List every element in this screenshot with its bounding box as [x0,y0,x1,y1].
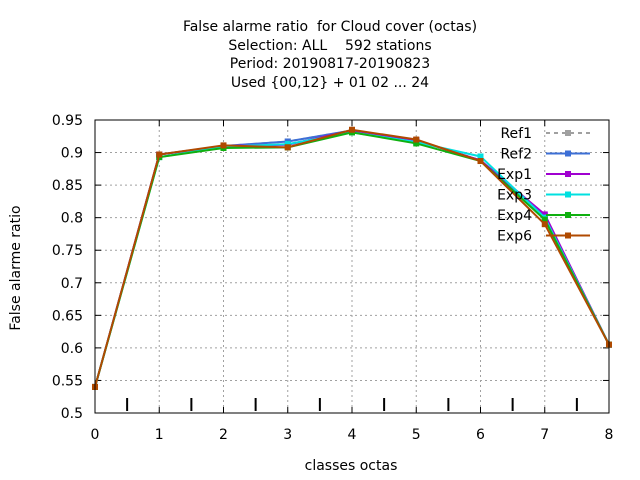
exp6-point [284,144,291,151]
y-tick-label: 0.55 [52,373,83,389]
exp4-point [413,140,420,147]
y-tick-label: 0.65 [52,308,83,324]
axis-ticks: 0.5 0.55 0.6 0.65 0.7 0.75 0.8 0.85 0.9 0.95 0 1 2 3 4… [52,113,614,443]
exp4-point [541,216,548,223]
y-tick-label: 0.7 [61,276,83,292]
x-tick-label: 5 [412,427,421,443]
y-tick-label: 0.85 [52,178,83,194]
legend-marker-exp6 [565,232,571,239]
exp3-point [477,153,484,160]
y-tick-label: 0.8 [61,211,83,227]
legend-label-exp3: Exp3 [497,188,532,204]
y-tick-label: 0.95 [52,113,83,129]
title-line-3: Period: 20190817-20190823 [229,56,431,72]
x-tick-label: 3 [283,427,292,443]
legend-label-exp6: Exp6 [497,229,532,245]
x-axis-label: classes octas [305,458,398,474]
y-tick-label: 0.5 [61,406,83,422]
y-tick-label: 0.6 [61,341,83,357]
legend-marker-exp4 [565,212,571,218]
exp6-point [349,126,355,133]
x-tick-label: 8 [605,427,614,443]
series-lines [92,126,612,390]
legend-label-ref2: Ref2 [500,147,532,163]
chart-title: False alarme ratio for Cloud cover (octa… [0,18,640,92]
exp1-point [541,211,548,218]
bottom-markers [126,398,578,411]
grid [95,120,609,413]
y-tick-label: 0.75 [52,243,83,259]
title-line-4: Used {00,12} + 01 02 ... 24 [230,74,430,91]
exp3-point [284,141,291,148]
exp6-point [477,158,484,165]
legend: Ref1 Ref2 Exp1 Exp3 Exp4 Exp6 [497,126,590,245]
legend-marker-ref2 [565,150,571,157]
legend-label-exp4: Exp4 [497,208,532,224]
legend-marker-ref1 [565,130,571,136]
title-line-1: False alarme ratio for Cloud cover (octa… [182,19,478,35]
x-tick-label: 0 [91,427,100,443]
plot-border [94,119,610,414]
title-line-2: Selection: ALL 592 stations [228,37,432,54]
x-tick-label: 2 [219,427,228,443]
plot-frame [94,119,610,414]
x-tick-label: 6 [476,427,485,443]
exp6-point [220,142,227,149]
legend-label-ref1: Ref1 [500,126,532,142]
x-tick-label: 4 [348,427,357,443]
y-axis-label: False alarme ratio [8,205,24,330]
x-tick-label: 1 [155,427,164,443]
exp6-point [413,136,420,143]
exp6-point [156,151,163,158]
exp6-point [541,221,548,228]
legend-marker-exp3 [565,191,571,198]
legend-marker-exp1 [565,171,571,177]
legend-label-exp1: Exp1 [497,167,532,183]
x-tick-label: 7 [540,427,549,443]
y-tick-label: 0.9 [61,146,83,162]
